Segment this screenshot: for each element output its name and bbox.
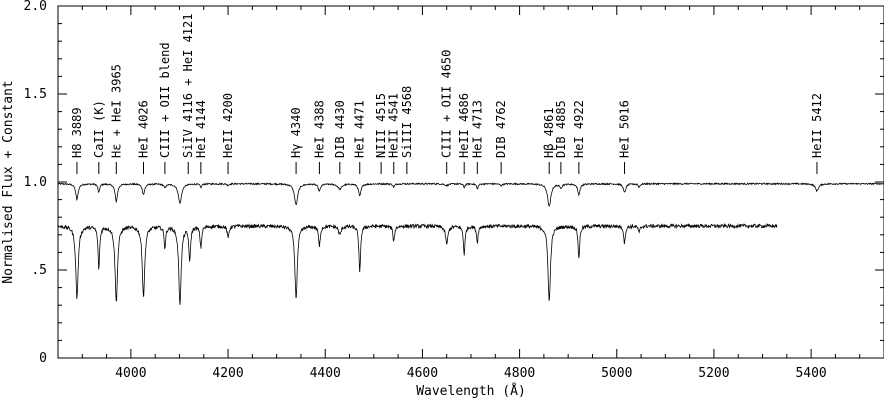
axis-ticks <box>57 5 884 359</box>
y-tick-label: .5 <box>31 263 47 278</box>
y-tick-label: 1.5 <box>24 87 47 102</box>
line-id-label: HeI 4144 <box>194 100 208 158</box>
line-id-label: CaII (K) <box>92 100 106 158</box>
x-tick-label: 4400 <box>310 366 341 381</box>
x-tick-label: 4200 <box>212 366 243 381</box>
x-tick-label: 5200 <box>698 366 729 381</box>
line-identifications: H8 3889 CaII (K) Hε + HeI 3965 HeI 4026 CIII… <box>70 13 824 174</box>
y-tick-label: 0 <box>39 351 47 366</box>
y-tick-label: 2.0 <box>24 0 47 14</box>
spectrum-series-1 <box>57 181 884 207</box>
spectra <box>57 181 884 305</box>
line-id-label: HeI 4388 <box>312 100 326 158</box>
line-id-label: Hε + HeI 3965 <box>109 64 123 158</box>
line-id-label: HeII 5412 <box>810 93 824 158</box>
line-id-label: SiIII 4568 <box>400 86 414 158</box>
line-id-label: Hγ 4340 <box>289 107 303 158</box>
line-id-label: HeII 4686 <box>457 93 471 158</box>
line-id-label: HeI 4922 <box>572 100 586 158</box>
x-axis-title: Wavelength (Å) <box>416 383 526 399</box>
x-tick-label: 5000 <box>601 366 632 381</box>
line-id-label: DIB 4430 <box>333 100 347 158</box>
line-id-label: NIII 4515 <box>374 93 388 158</box>
line-id-label: HeI 4471 <box>353 100 367 158</box>
x-tick-label: 4600 <box>407 366 438 381</box>
spectrum-series-2 <box>57 222 778 305</box>
x-tick-labels: 4000 4200 4400 4600 4800 5000 5200 5400 <box>115 366 827 381</box>
line-id-label: DIB 4762 <box>494 100 508 158</box>
y-tick-label: 1.0 <box>24 175 47 190</box>
line-id-label: HeI 4713 <box>470 100 484 158</box>
line-id-label: HeI 4026 <box>137 100 151 158</box>
plot-frame <box>57 5 884 359</box>
x-tick-label: 5400 <box>795 366 826 381</box>
line-id-label: CIII + OII blend <box>158 42 172 158</box>
line-id-label: HeI 5016 <box>618 100 632 158</box>
line-id-label: DIB 4885 <box>554 100 568 158</box>
line-id-label: HeII 4200 <box>221 93 235 158</box>
y-tick-labels: 0 .5 1.0 1.5 2.0 <box>24 0 47 366</box>
line-id-label: CIII + OII 4650 <box>440 50 454 158</box>
x-tick-label: 4800 <box>504 366 535 381</box>
line-id-label: SiIV 4116 + HeI 4121 <box>181 13 195 158</box>
line-id-label: HeII 4541 <box>387 93 401 158</box>
line-id-label: Hβ 4861 <box>542 107 556 158</box>
y-axis-title: Normalised Flux + Constant <box>1 80 16 284</box>
x-tick-label: 4000 <box>115 366 146 381</box>
line-id-label: H8 3889 <box>70 107 84 158</box>
